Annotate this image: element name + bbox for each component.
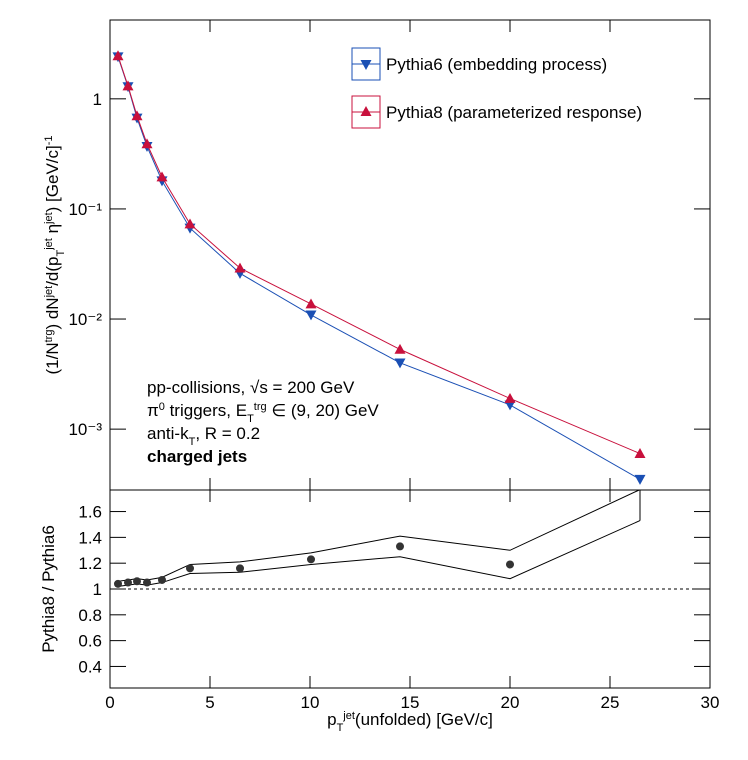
y-tick-label: 0.8 [78,606,102,625]
text-part: anti-k [147,424,189,443]
ratio-point [158,575,166,584]
text-part: ∈ (9, 20) GeV [267,401,380,420]
marker [305,310,317,321]
text-part: T [55,250,67,257]
text-part: trg [43,330,55,343]
annotation: pp-collisions, √s = 200 GeV [147,378,355,397]
marker [112,50,124,61]
x-axis-label: pTjet(unfolded) [GeV/c] [327,710,493,734]
x-tick-label: 5 [205,693,214,712]
ratio-point [236,564,244,573]
ratio-point [143,578,151,587]
y-tick-label: 10⁻² [68,310,102,329]
text-part: Pythia8 / Pythia6 [39,525,58,653]
ratio-point [133,577,141,586]
text-part: trg [254,401,267,413]
ratio-point [307,555,315,564]
marker [122,80,134,91]
marker [141,138,153,149]
text-part: /d(p [43,257,62,286]
annotation: π0 triggers, ETtrg ∈ (9, 20) GeV [147,401,379,425]
marker [504,392,516,403]
y-tick-label: 1.4 [78,528,102,547]
x-tick-label: 25 [601,693,620,712]
y-tick-label: 1 [93,580,102,599]
text-part: η [43,224,62,238]
marker [634,448,646,458]
text-part: -1 [43,135,55,145]
text-part: jet [342,710,355,722]
ratio-point [124,578,132,587]
text-part: T [247,413,254,425]
annotation: charged jets [147,447,247,466]
text-part: T [189,436,196,448]
y-tick-label: 1.2 [78,554,102,573]
text-part: ) [GeV/c] [43,145,62,212]
y-tick-label: 0.4 [78,657,102,676]
marker [504,400,516,411]
ratio-point [396,542,404,551]
text-part: jet [43,212,55,225]
text-part: (unfolded) [GeV/c] [355,710,493,729]
x-tick-label: 30 [701,693,720,712]
text-part: charged jets [147,447,247,466]
text-part: jet [43,286,55,299]
y-tick-label: 10⁻¹ [68,200,102,219]
y-tick-label: 0.6 [78,632,102,651]
text-part: 0 [159,401,165,413]
ratio-point [506,560,514,569]
marker [305,298,317,309]
x-tick-label: 10 [301,693,320,712]
text-part: p [327,710,336,729]
y-axis-label: (1/Ntrg) dNjet/d(pTjet ηjet) [GeV/c]-1 [43,135,67,374]
marker [234,262,246,273]
x-tick-label: 0 [105,693,114,712]
ratio-point [186,564,194,573]
marker [394,358,406,369]
marker [156,171,168,182]
marker [184,218,196,229]
text-part: π [147,401,159,420]
x-tick-label: 20 [501,693,520,712]
marker [634,474,646,485]
y-tick-label: 1 [93,90,102,109]
annotation: anti-kT, R = 0.2 [147,424,260,448]
text-part: triggers, E [165,401,247,420]
y-tick-label: 10⁻³ [68,420,102,439]
text-part: , R = 0.2 [195,424,260,443]
legend-label: Pythia6 (embedding process) [386,55,607,74]
band-edge [117,490,641,582]
text-part: ) dN [43,297,62,329]
text-part: jet [43,238,55,251]
legend-marker [360,60,372,70]
legend-marker [360,106,372,116]
marker [394,343,406,354]
marker [131,110,143,121]
text-part: T [337,722,344,734]
ratio-point [114,579,122,588]
band-edge [117,520,641,587]
text-part: (1/N [43,342,62,374]
text-part: pp-collisions, √s = 200 GeV [147,378,355,397]
legend-label: Pythia8 (parameterized response) [386,103,642,122]
y-tick-label: 1.6 [78,503,102,522]
x-tick-label: 15 [401,693,420,712]
y-axis-label: Pythia8 / Pythia6 [39,525,58,653]
